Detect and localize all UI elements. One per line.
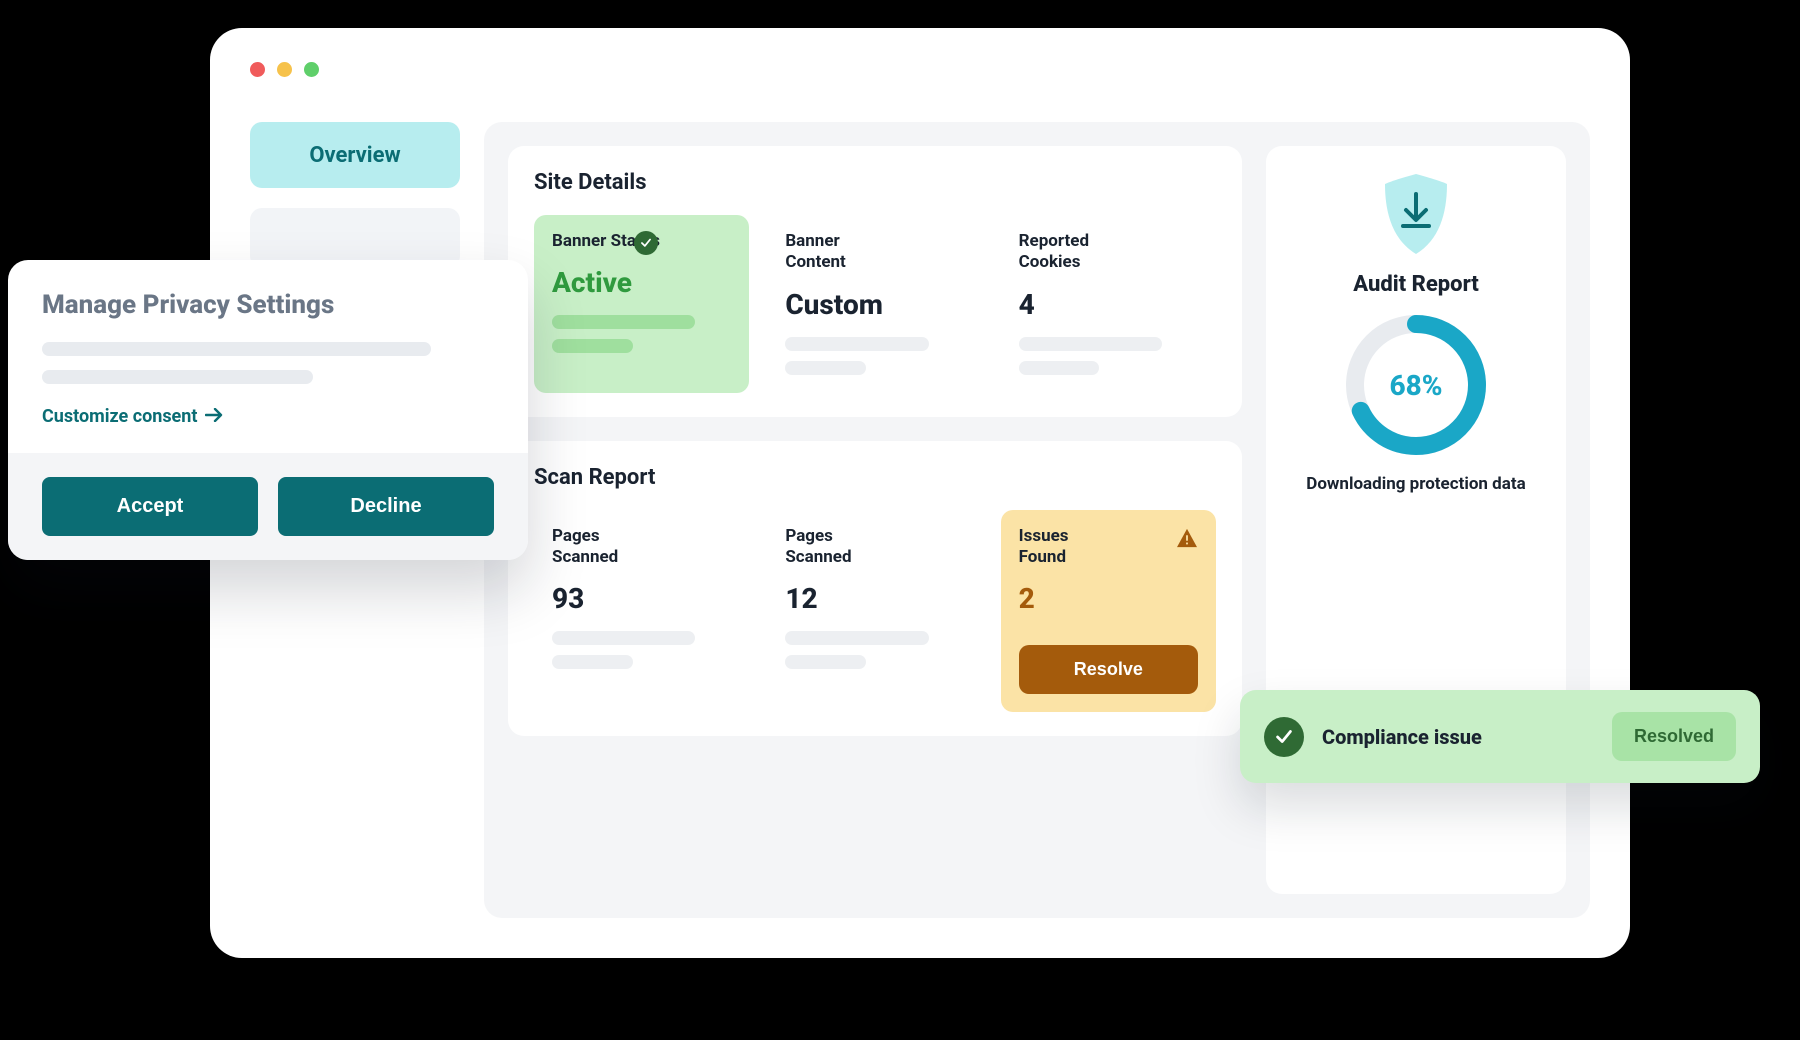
metric-banner-content: Banner Content Custom <box>767 215 982 393</box>
modal-title: Manage Privacy Settings <box>42 290 494 320</box>
progress-percent: 68% <box>1292 315 1540 455</box>
metric-label: Reported Cookies <box>1019 231 1129 274</box>
site-details-panel: Site Details Banner Status Active <box>508 146 1242 417</box>
privacy-settings-modal: Manage Privacy Settings Customize consen… <box>8 260 528 560</box>
close-icon[interactable] <box>250 62 265 77</box>
metric-label: Pages Scanned <box>552 526 662 569</box>
metric-value: Custom <box>785 288 964 321</box>
metric-value: 4 <box>1019 288 1198 321</box>
progress-ring: 68% <box>1292 315 1540 455</box>
metric-pages-scanned-1: Pages Scanned 93 <box>534 510 749 713</box>
resolve-button[interactable]: Resolve <box>1019 645 1198 694</box>
shield-download-icon <box>1377 170 1455 258</box>
panel-title: Scan Report <box>534 465 1216 490</box>
metric-issues-found: Issues Found 2 Resolve <box>1001 510 1216 713</box>
accept-button[interactable]: Accept <box>42 477 258 536</box>
minimize-icon[interactable] <box>277 62 292 77</box>
check-icon <box>1264 717 1304 757</box>
tab-label: Overview <box>309 143 400 168</box>
metric-label: Banner Content <box>785 231 895 274</box>
tab-overview[interactable]: Overview <box>250 122 460 188</box>
warning-icon <box>1176 528 1198 552</box>
main-area: Site Details Banner Status Active <box>484 122 1590 918</box>
metric-label: Pages Scanned <box>785 526 895 569</box>
check-icon <box>634 231 658 255</box>
metric-value: 2 <box>1019 582 1198 615</box>
tab-placeholder[interactable] <box>250 208 460 268</box>
metric-reported-cookies: Reported Cookies 4 <box>1001 215 1216 393</box>
customize-consent-link[interactable]: Customize consent <box>42 406 223 427</box>
metric-pages-scanned-2: Pages Scanned 12 <box>767 510 982 713</box>
scan-report-panel: Scan Report Pages Scanned 93 <box>508 441 1242 737</box>
window-controls <box>250 62 319 77</box>
audit-title: Audit Report <box>1292 272 1540 297</box>
metric-value: 93 <box>552 582 731 615</box>
arrow-right-icon <box>205 406 223 427</box>
metric-label: Issues Found <box>1019 526 1099 569</box>
panel-title: Site Details <box>534 170 1216 195</box>
link-label: Customize consent <box>42 406 197 427</box>
maximize-icon[interactable] <box>304 62 319 77</box>
resolved-button[interactable]: Resolved <box>1612 712 1736 761</box>
metric-banner-status: Banner Status Active <box>534 215 749 393</box>
audit-caption: Downloading protection data <box>1292 473 1540 496</box>
decline-button[interactable]: Decline <box>278 477 494 536</box>
compliance-toast: Compliance issue Resolved <box>1240 690 1760 783</box>
metric-value: Active <box>552 266 731 299</box>
metric-value: 12 <box>785 582 964 615</box>
toast-label: Compliance issue <box>1322 725 1594 749</box>
